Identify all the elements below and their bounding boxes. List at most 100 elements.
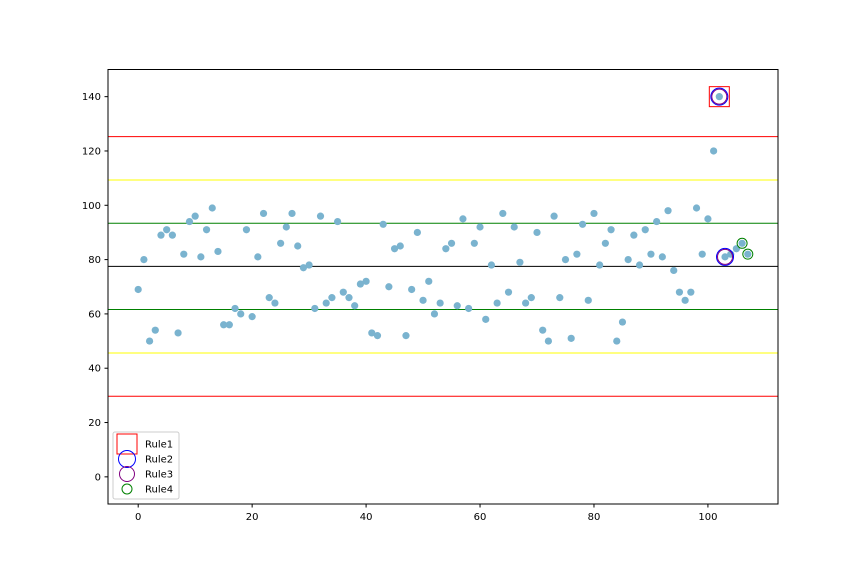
data-point: [544, 337, 552, 345]
data-point: [653, 217, 661, 226]
legend-box: [112, 431, 180, 500]
rule2-marker: [716, 247, 735, 266]
x-tick-label: 100: [698, 512, 717, 523]
data-point: [504, 288, 513, 296]
data-point: [145, 337, 154, 345]
data-point: [254, 253, 262, 261]
data-point: [362, 277, 370, 285]
data-point: [459, 215, 467, 223]
rule3-marker: [711, 88, 728, 105]
data-point: [465, 304, 473, 313]
data-point: [430, 310, 439, 318]
data-point: [590, 209, 598, 218]
y-tick-label: 60: [88, 309, 101, 320]
rule4-marker: [736, 237, 748, 249]
data-point: [208, 204, 216, 212]
data-point: [710, 147, 718, 155]
data-point: [630, 231, 638, 239]
y-tick-label: 40: [88, 364, 101, 375]
data-point: [237, 310, 245, 318]
data-point: [282, 223, 290, 231]
data-point: [322, 299, 330, 307]
data-point: [493, 299, 501, 307]
rule2-legend-label: Rule2: [145, 455, 173, 466]
data-point: [373, 332, 382, 340]
data-point: [573, 250, 581, 258]
data-point: [658, 253, 666, 261]
data-point: [345, 294, 353, 302]
data-point: [339, 288, 347, 296]
data-point: [396, 242, 404, 250]
x-tick-label: 20: [246, 512, 259, 523]
rule3-legend-label: Rule3: [145, 470, 173, 481]
data-point: [533, 228, 541, 237]
data-point: [311, 304, 319, 313]
data-point: [140, 255, 148, 264]
data-point: [482, 315, 490, 323]
data-point: [522, 299, 530, 307]
data-point: [271, 299, 279, 307]
data-point: [157, 231, 165, 239]
data-point: [499, 209, 507, 218]
data-point: [390, 245, 399, 253]
data-point: [242, 226, 251, 234]
data-point: [618, 318, 627, 326]
data-point: [561, 255, 570, 264]
y-tick-label: 0: [95, 472, 101, 483]
data-point: [732, 245, 741, 253]
y-tick-label: 80: [88, 255, 101, 266]
data-point: [294, 242, 302, 250]
data-point: [670, 266, 678, 275]
data-point: [197, 253, 205, 261]
data-point: [220, 321, 228, 329]
data-point: [613, 337, 621, 345]
data-point: [305, 261, 313, 269]
data-point: [351, 302, 359, 310]
x-axis: 0 20 40 60 80 100: [135, 504, 717, 523]
data-point: [516, 258, 524, 266]
rule2-marker: [710, 87, 729, 106]
data-point: [601, 239, 609, 247]
data-point: [556, 294, 564, 302]
data-points: [134, 93, 752, 345]
y-tick-label: 120: [82, 146, 101, 157]
data-point: [624, 255, 632, 264]
rule1-marker: [708, 86, 730, 108]
data-point: [402, 332, 410, 340]
data-point: [550, 212, 558, 220]
data-point: [539, 326, 547, 334]
data-point: [356, 280, 364, 288]
data-point: [436, 299, 444, 307]
data-point: [248, 313, 256, 321]
data-point: [453, 302, 461, 310]
data-point: [379, 220, 387, 228]
data-point: [425, 277, 433, 285]
data-point: [151, 326, 159, 334]
x-tick-label: 60: [474, 512, 487, 523]
data-point: [168, 231, 176, 239]
data-point: [470, 239, 478, 247]
rule4-legend-label: Rule4: [145, 485, 173, 496]
data-point: [715, 93, 723, 101]
data-point: [476, 223, 484, 231]
control-limit-lines: [108, 136, 778, 397]
legend: Rule1 Rule2 Rule3 Rule4: [112, 431, 180, 500]
data-point: [527, 294, 535, 302]
data-point: [408, 285, 416, 294]
data-point: [487, 261, 496, 269]
plot-frame: [107, 69, 779, 505]
plot-area: [108, 69, 778, 504]
data-point: [180, 250, 188, 258]
data-point: [413, 228, 421, 237]
rule3-legend-marker: [119, 466, 135, 482]
data-point: [567, 334, 575, 342]
data-point: [447, 239, 456, 247]
data-point: [635, 261, 644, 269]
data-point: [163, 226, 171, 234]
data-point: [596, 261, 604, 269]
y-axis: 0 20 40 60 80 100 120 140: [82, 92, 108, 483]
rule3-marker: [717, 248, 734, 265]
data-point: [334, 217, 342, 226]
data-point: [185, 217, 194, 226]
data-point: [744, 250, 752, 258]
